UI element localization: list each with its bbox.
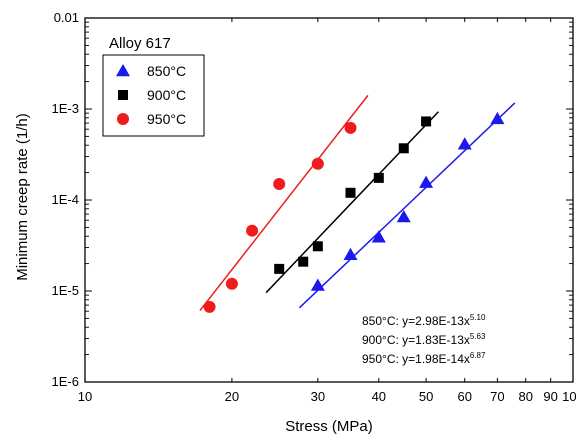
legend-label: 950°C (147, 111, 186, 127)
x-tick-label: 80 (518, 389, 532, 404)
data-point (345, 187, 356, 198)
legend-label: 900°C (147, 87, 186, 103)
data-point (246, 224, 259, 237)
x-tick-label: 100 (562, 389, 576, 404)
fit-equation: 900°C: y=1.83E-13x5.63 (362, 332, 486, 347)
fit-exponent: 5.63 (470, 332, 486, 341)
data-point (421, 116, 432, 127)
x-tick-label: 70 (490, 389, 504, 404)
fit-line (298, 102, 516, 309)
data-point (312, 241, 323, 252)
data-point (298, 256, 309, 267)
y-axis-label: Minimum creep rate (1/h) (14, 113, 31, 281)
data-point (373, 172, 384, 183)
legend-marker (116, 64, 130, 77)
fit-line (265, 111, 439, 294)
x-axis-label: Stress (MPa) (285, 418, 373, 435)
x-tick-label: 20 (225, 389, 239, 404)
data-point (203, 300, 216, 313)
data-point (273, 177, 286, 190)
x-tick-label: 10 (78, 389, 92, 404)
data-point (419, 175, 434, 188)
x-tick-label: 60 (458, 389, 472, 404)
x-tick-label: 30 (311, 389, 325, 404)
data-point (343, 247, 358, 261)
data-point (490, 111, 505, 125)
data-point (371, 230, 386, 243)
data-point (344, 121, 357, 134)
chart-title: Alloy 617 (109, 35, 171, 52)
legend-label: 850°C (147, 63, 186, 79)
data-point (225, 277, 238, 290)
y-tick-label: 1E-4 (52, 192, 79, 207)
y-tick-label: 1E-3 (52, 101, 79, 116)
data-point (398, 143, 409, 154)
data-point (311, 157, 324, 170)
data-point (274, 263, 285, 274)
x-tick-label: 40 (372, 389, 386, 404)
y-tick-label: 1E-6 (52, 374, 79, 389)
y-tick-label: 0.01 (54, 10, 79, 25)
x-tick-label: 90 (543, 389, 557, 404)
fit-equation: 950°C: y=1.98E-14x6.87 (362, 351, 486, 366)
fit-line (199, 94, 369, 312)
data-point (396, 210, 411, 223)
fit-equation: 850°C: y=2.98E-13x5.10 (362, 313, 486, 328)
y-tick-label: 1E-5 (52, 283, 79, 298)
fit-exponent: 6.87 (470, 351, 486, 360)
fit-exponent: 5.10 (470, 313, 486, 322)
data-point (457, 137, 472, 150)
legend-marker (117, 113, 129, 125)
data-point (310, 278, 325, 291)
x-tick-label: 50 (419, 389, 433, 404)
legend-marker (118, 90, 128, 100)
